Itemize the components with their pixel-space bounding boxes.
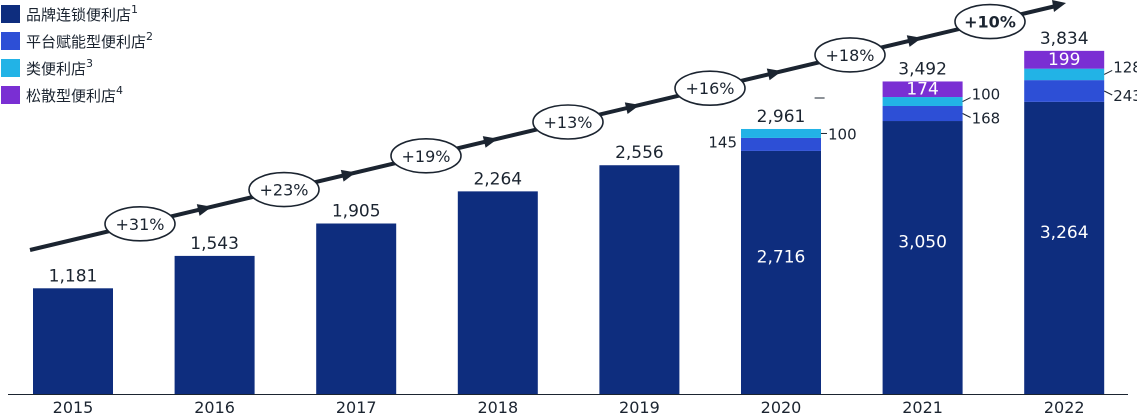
segment-label-similar-2022: 128 — [1113, 58, 1137, 76]
total-label-2016: 1,543 — [190, 234, 239, 254]
legend-swatch — [1, 59, 20, 77]
total-label-2021: 3,492 — [898, 59, 947, 79]
growth-label: +18% — [826, 46, 875, 65]
segment-label-similar-2021: 100 — [972, 86, 1001, 104]
segment-label-platform-2020: 145 — [708, 133, 737, 151]
legend-item-2: 类便利店3 — [1, 57, 93, 78]
leader-line — [1103, 69, 1113, 75]
bar-2017-series-0 — [316, 223, 397, 394]
bar-2021-series-2 — [882, 97, 963, 106]
bar-2021-series-0 — [882, 121, 963, 395]
legend-label: 类便利店3 — [26, 57, 93, 78]
growth-bubble-1: +31% — [104, 206, 176, 242]
labels-layer: 1,181 1,543 1,905 2,264 2,556 2,961 3,492 3,834… — [49, 29, 1137, 286]
trend-chevron — [340, 169, 356, 182]
growth-label: +13% — [544, 113, 593, 132]
bar-2018-series-0 — [457, 191, 538, 394]
growth-bubble-7: +10% — [954, 3, 1026, 40]
legend-item-1: 平台赋能型便利店2 — [1, 30, 153, 51]
bar-2021-series-3 — [882, 81, 963, 98]
legend-label: 品牌连锁便利店1 — [26, 3, 138, 24]
growth-bubble-6: +18% — [814, 37, 886, 73]
total-label-2018: 2,264 — [473, 169, 522, 189]
segment-label-similar-2020: 100 — [828, 125, 857, 143]
trend-chevron — [482, 136, 498, 148]
total-label-2017: 1,905 — [332, 202, 381, 222]
total-label-2020: 2,961 — [757, 107, 806, 127]
growth-label: +16% — [686, 79, 735, 98]
legend: 品牌连锁便利店1 平台赋能型便利店2 类便利店3 松散型便利店4 — [1, 3, 153, 105]
leader-line — [962, 97, 971, 102]
segment-label-base-2022: 3,264 — [1040, 223, 1089, 243]
legend-swatch — [1, 32, 20, 50]
segment-label-base-2021: 3,050 — [898, 233, 947, 253]
x-tick-label: 2016 — [194, 398, 235, 416]
trend-chevron — [624, 102, 640, 114]
total-label-2019: 2,556 — [615, 143, 664, 163]
legend-swatch — [1, 5, 20, 23]
trend-chevron — [196, 204, 212, 216]
bar-2019-series-0 — [599, 165, 680, 394]
growth-bubble-2: +23% — [248, 171, 320, 208]
bar-2022-series-1 — [1024, 80, 1105, 102]
x-tick-label: 2022 — [1044, 398, 1085, 416]
growth-bubble-5: +16% — [674, 70, 746, 107]
growth-label: +23% — [260, 181, 309, 200]
total-label-2022: 3,834 — [1040, 29, 1089, 49]
bars-layer — [33, 50, 1105, 395]
segment-label-platform-2021: 168 — [972, 110, 1001, 128]
bar-2015-series-0 — [33, 288, 113, 394]
bar-2020-series-2 — [741, 128, 821, 138]
growth-bubble-3: +19% — [390, 137, 462, 174]
x-tick-label: 2015 — [53, 398, 94, 416]
total-label-2015: 1,181 — [49, 266, 98, 286]
segment-label-base-2020: 2,716 — [757, 247, 806, 267]
bar-2021-series-1 — [882, 105, 963, 122]
bar-2016-series-0 — [174, 255, 255, 394]
legend-swatch — [1, 86, 20, 104]
legend-item-3: 松散型便利店4 — [1, 84, 123, 105]
growth-bubble-4: +13% — [532, 104, 604, 140]
trend-arrowhead — [1052, 0, 1066, 12]
legend-label: 松散型便利店4 — [26, 84, 123, 105]
segment-label-loose-2022: 199 — [1048, 50, 1080, 70]
bar-2022-series-0 — [1024, 101, 1105, 394]
bar-2022-series-2 — [1024, 68, 1105, 81]
legend-item-0: 品牌连锁便利店1 — [1, 3, 138, 24]
x-tick-label: 2017 — [336, 398, 377, 416]
x-tick-label: 2020 — [761, 398, 802, 416]
growth-label: +19% — [402, 147, 451, 166]
x-tick-label: 2019 — [619, 398, 660, 416]
leader-line — [962, 113, 971, 118]
segment-label-loose-2021: 174 — [906, 79, 938, 99]
x-tick-label: 2021 — [902, 398, 943, 416]
segment-label-platform-2022: 243 — [1113, 87, 1137, 105]
growth-label: +10% — [964, 13, 1016, 32]
bar-2022-series-3 — [1024, 50, 1105, 69]
legend-label: 平台赋能型便利店2 — [26, 30, 153, 51]
bar-2020-series-0 — [741, 150, 821, 394]
growth-label: +31% — [116, 215, 165, 234]
x-axis: 2015 2016 2017 2018 2019 2020 2021 2022 — [8, 394, 1128, 416]
bar-2020-series-1 — [741, 137, 821, 151]
trend-chevron — [906, 35, 922, 47]
trend-chevron — [766, 68, 782, 81]
x-tick-label: 2018 — [477, 398, 518, 416]
growth-trend: +31% +23% +19% +13% +16% +18% +10% — [29, 0, 1066, 252]
leader-line — [1103, 90, 1113, 96]
